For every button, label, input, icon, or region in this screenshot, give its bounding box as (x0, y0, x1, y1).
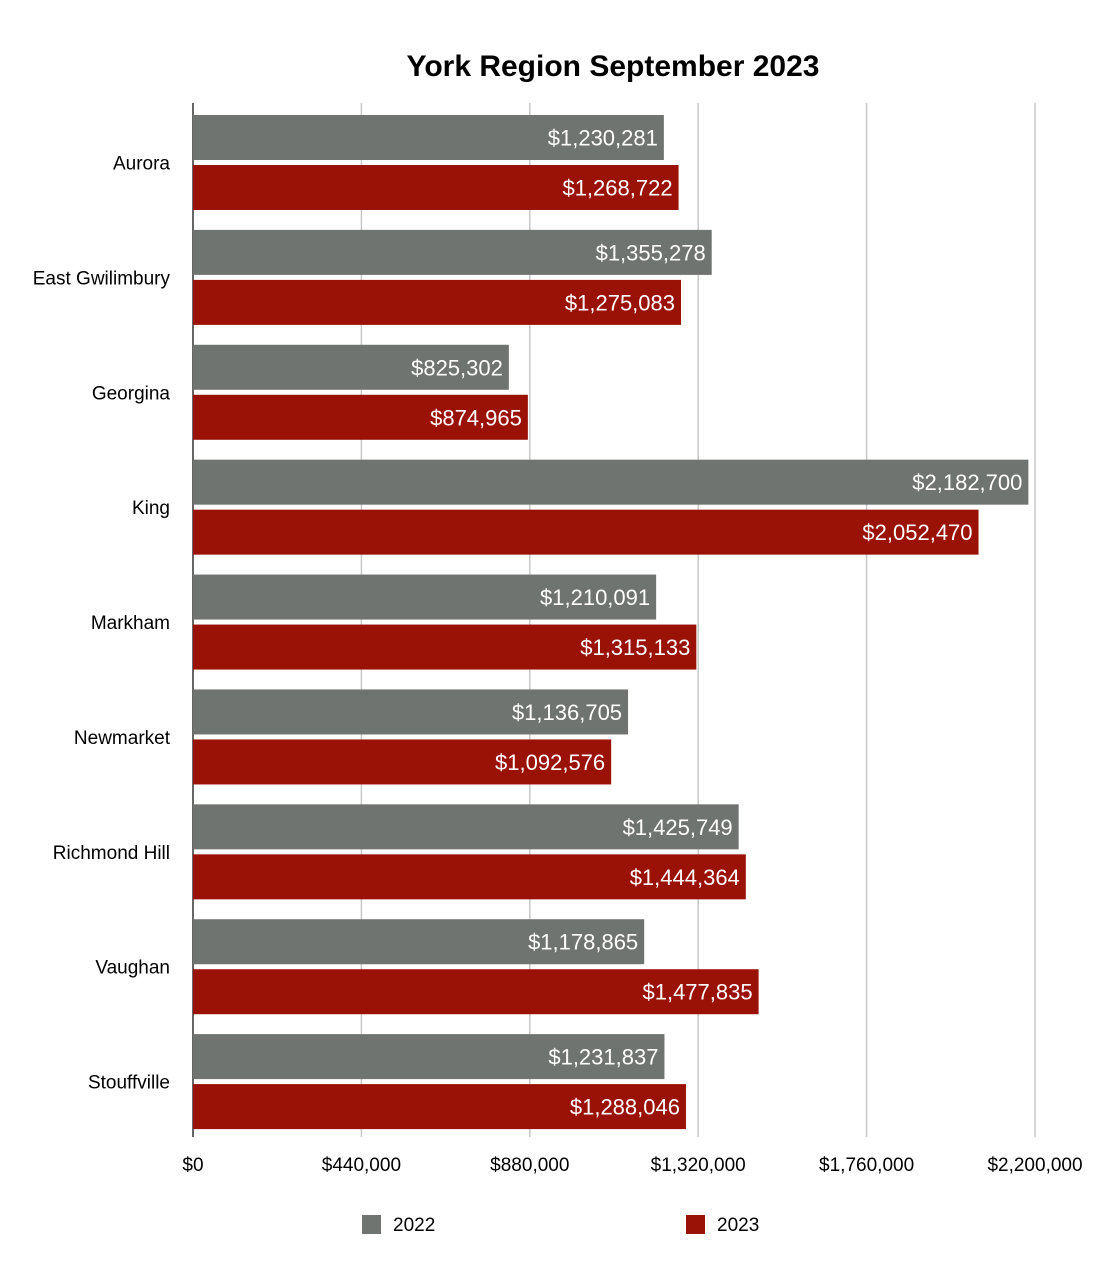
bar-2022 (193, 689, 629, 735)
legend-label: 2022 (393, 1215, 435, 1236)
bar-2022 (193, 229, 712, 275)
bar-2023 (193, 624, 697, 670)
category-labels: Aurora East Gwilimbury Georgina King Markham… (33, 154, 171, 1094)
category-label: Richmond Hill (53, 843, 170, 864)
bar-value-label: $1,230,281 (548, 126, 658, 151)
legend-swatch (362, 1215, 381, 1234)
category-label: King (132, 498, 170, 519)
x-tick-label: $440,000 (322, 1155, 401, 1176)
category-label: Vaughan (95, 958, 170, 979)
category-label: Stouffville (88, 1073, 170, 1094)
bars: $1,230,281 $1,268,722 $1,355,278 $1,275,083… (193, 115, 1029, 1130)
x-tick-label: $0 (182, 1155, 203, 1176)
bar-value-label: $2,182,700 (912, 470, 1022, 495)
x-tick-label: $880,000 (490, 1155, 569, 1176)
bar-2022 (193, 1034, 665, 1080)
bar-value-label: $1,210,091 (540, 585, 650, 610)
bar-value-label: $1,268,722 (562, 176, 672, 201)
bar-2022 (193, 344, 509, 390)
bar-value-label: $825,302 (411, 355, 503, 380)
x-axis-tick-labels: $0 $440,000 $880,000 $1,320,000 $1,760,000 $2… (182, 1155, 1082, 1176)
category-label: Georgina (92, 383, 171, 404)
bar-2023 (193, 969, 759, 1015)
gridlines (192, 103, 1036, 1137)
bar-2022 (193, 919, 645, 965)
bar-2022 (193, 804, 739, 850)
bar-value-label: $2,052,470 (862, 520, 972, 545)
legend-label: 2023 (717, 1215, 759, 1236)
bar-value-label: $1,315,133 (580, 635, 690, 660)
bar-2023 (193, 739, 612, 785)
bar-value-label: $1,136,705 (512, 700, 622, 725)
bar-value-label: $1,092,576 (495, 750, 605, 775)
bar-value-label: $1,477,835 (642, 980, 752, 1005)
bar-2022 (193, 459, 1029, 505)
bar-value-label: $1,355,278 (596, 240, 706, 265)
bar-2023 (193, 1084, 686, 1130)
x-tick-label: $2,200,000 (987, 1155, 1082, 1176)
bar-value-label: $874,965 (430, 405, 522, 430)
chart-title: York Region September 2023 (407, 50, 820, 83)
bar-2022 (193, 115, 664, 160)
bar-2022 (193, 574, 657, 620)
bar-value-label: $1,425,749 (623, 815, 733, 840)
category-label: Markham (91, 613, 170, 634)
legend: 2022 2023 (362, 1215, 759, 1236)
bar-2023 (193, 394, 528, 440)
bar-value-label: $1,288,046 (570, 1095, 680, 1120)
bar-2023 (193, 279, 682, 325)
category-label: East Gwilimbury (33, 268, 171, 289)
legend-swatch (686, 1215, 705, 1234)
x-tick-label: $1,760,000 (819, 1155, 914, 1176)
bar-value-label: $1,178,865 (528, 930, 638, 955)
bar-2023 (193, 854, 746, 900)
bar-2023 (193, 509, 979, 555)
bar-value-label: $1,444,364 (630, 865, 740, 890)
bar-value-label: $1,231,837 (548, 1045, 658, 1070)
bar-value-label: $1,275,083 (565, 290, 675, 315)
category-label: Aurora (113, 154, 170, 175)
bar-2023 (193, 165, 679, 210)
x-tick-label: $1,320,000 (651, 1155, 746, 1176)
category-label: Newmarket (74, 728, 171, 749)
